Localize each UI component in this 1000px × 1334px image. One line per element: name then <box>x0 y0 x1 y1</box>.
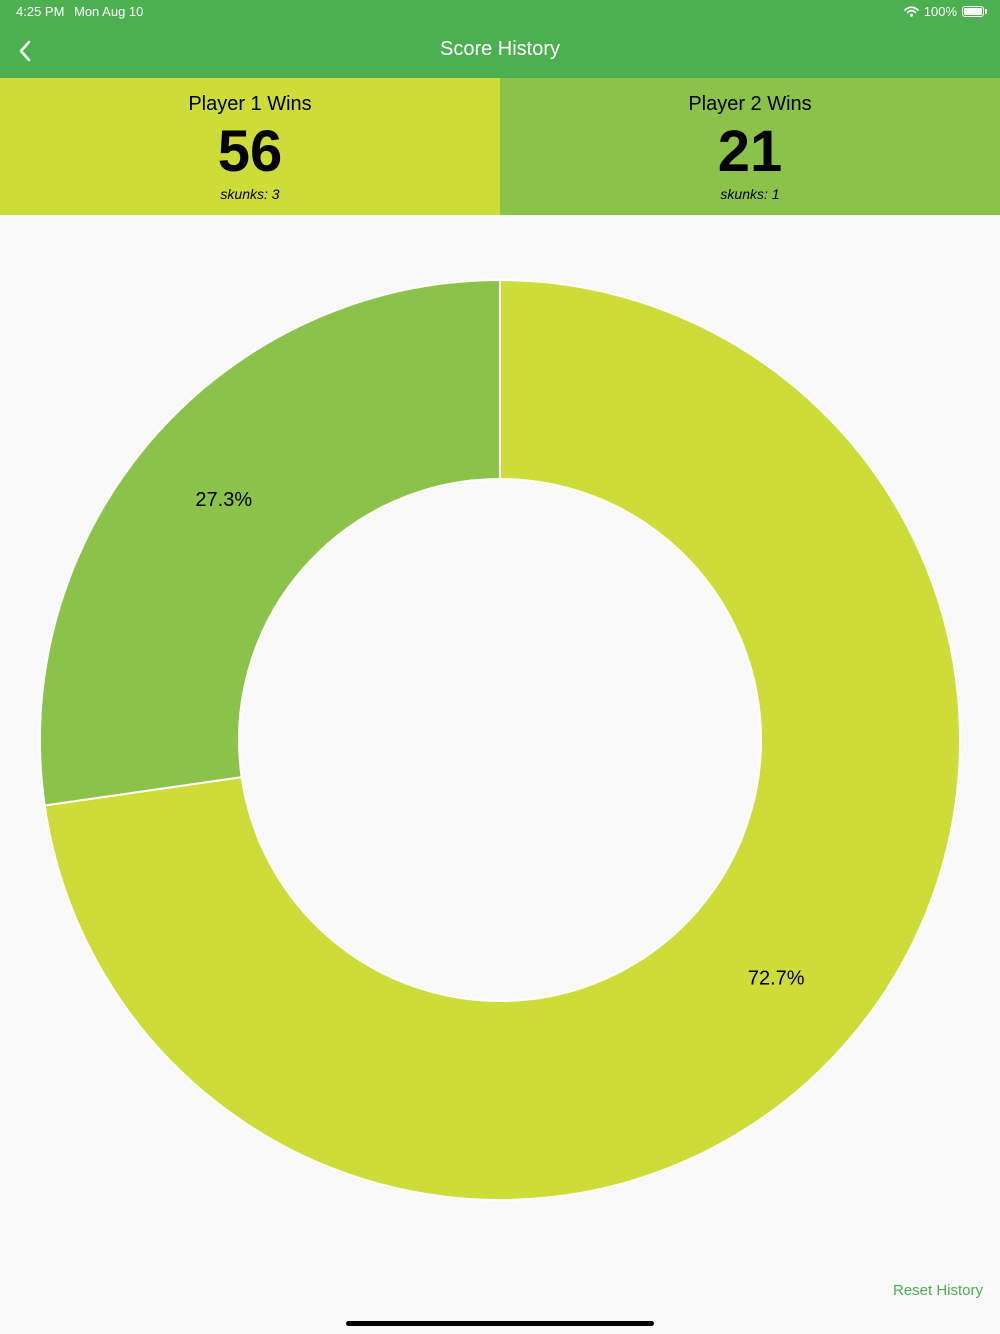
wins-summary: Player 1 Wins 56 skunks: 3 Player 2 Wins… <box>0 78 1000 215</box>
player-1-label: Player 1 Wins <box>188 93 312 115</box>
battery-percent: 100% <box>923 4 957 19</box>
player-1-panel: Player 1 Wins 56 skunks: 3 <box>0 78 500 215</box>
player-2-label: Player 2 Wins <box>688 93 812 115</box>
status-time: 4:25 PM <box>16 4 65 19</box>
slice-label-2: 27.3% <box>195 489 252 511</box>
battery-icon <box>962 6 987 17</box>
slice-label-1: 72.7% <box>748 968 805 990</box>
wins-donut-chart: 72.7% 27.3% <box>39 278 961 1201</box>
pie-slice-1 <box>43 278 961 1201</box>
status-date: Mon Aug 10 <box>74 4 144 19</box>
pie-slice-2 <box>39 278 501 807</box>
player-1-skunks: skunks: 3 <box>220 186 280 202</box>
page-title: Score History <box>439 38 561 60</box>
navigation-bar: 4:25 PM Mon Aug 10 100% Score History <box>0 0 1000 78</box>
player-2-wins: 21 <box>717 119 783 184</box>
player-2-skunks: skunks: 1 <box>720 186 780 202</box>
wifi-icon <box>903 6 919 17</box>
status-indicators: 100% <box>903 4 987 19</box>
home-indicator <box>346 1321 654 1326</box>
player-2-panel: Player 2 Wins 21 skunks: 1 <box>500 78 1000 215</box>
back-button[interactable] <box>10 36 40 66</box>
chevron-left-icon <box>19 40 31 62</box>
player-1-wins: 56 <box>217 119 283 184</box>
reset-history-button[interactable]: Reset History <box>892 1282 983 1299</box>
